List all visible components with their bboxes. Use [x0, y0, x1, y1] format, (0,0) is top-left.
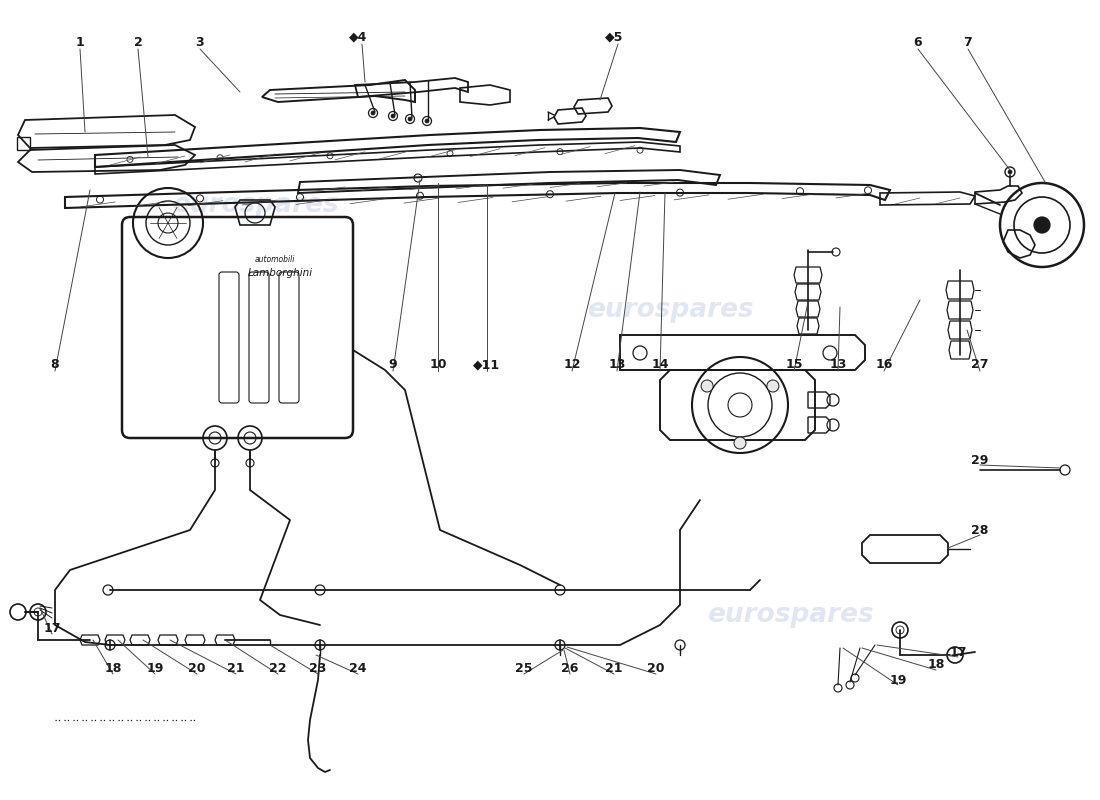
- Text: 8: 8: [51, 358, 59, 371]
- Text: ◆4: ◆4: [349, 30, 367, 43]
- Text: eurospares: eurospares: [172, 192, 339, 218]
- Text: 17: 17: [949, 646, 967, 658]
- Text: eurospares: eurospares: [586, 297, 754, 323]
- Text: 26: 26: [561, 662, 579, 674]
- Circle shape: [371, 111, 375, 115]
- Text: Lamborghini: Lamborghini: [248, 268, 312, 278]
- Text: 23: 23: [309, 662, 327, 674]
- Text: 15: 15: [785, 358, 803, 371]
- Text: 17: 17: [43, 622, 60, 634]
- Text: 14: 14: [651, 358, 669, 371]
- Text: 20: 20: [188, 662, 206, 674]
- Text: 21: 21: [228, 662, 244, 674]
- Text: 3: 3: [196, 37, 205, 50]
- Text: 7: 7: [964, 37, 972, 50]
- Text: 27: 27: [971, 358, 989, 371]
- Text: 24: 24: [350, 662, 366, 674]
- Circle shape: [1008, 170, 1012, 174]
- Text: 28: 28: [971, 523, 989, 537]
- Text: 13: 13: [829, 358, 847, 371]
- Text: 1: 1: [76, 37, 85, 50]
- Text: 22: 22: [270, 662, 287, 674]
- Text: 2: 2: [133, 37, 142, 50]
- Text: 18: 18: [927, 658, 945, 671]
- Text: 10: 10: [429, 358, 447, 371]
- Circle shape: [701, 380, 713, 392]
- Text: 16: 16: [876, 358, 893, 371]
- Text: 12: 12: [563, 358, 581, 371]
- Text: 21: 21: [605, 662, 623, 674]
- Text: 6: 6: [914, 37, 922, 50]
- Text: eurospares: eurospares: [706, 602, 873, 628]
- Text: 20: 20: [647, 662, 664, 674]
- Circle shape: [734, 437, 746, 449]
- Circle shape: [1034, 217, 1050, 233]
- Circle shape: [425, 119, 429, 123]
- Text: 13: 13: [608, 358, 626, 371]
- Text: 18: 18: [104, 662, 122, 674]
- Text: ◆5: ◆5: [605, 30, 624, 43]
- Text: ◆11: ◆11: [473, 358, 500, 371]
- Text: automobili: automobili: [255, 255, 295, 265]
- Circle shape: [408, 117, 412, 121]
- Text: 19: 19: [889, 674, 906, 686]
- Circle shape: [390, 114, 395, 118]
- Text: 29: 29: [971, 454, 989, 466]
- Circle shape: [767, 380, 779, 392]
- Text: 25: 25: [515, 662, 532, 674]
- Text: 19: 19: [146, 662, 164, 674]
- Text: 9: 9: [388, 358, 397, 371]
